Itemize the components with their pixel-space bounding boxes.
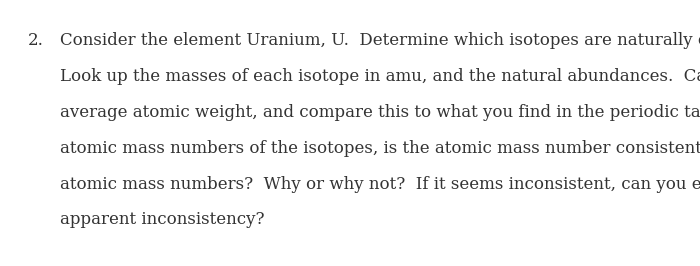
Text: 2.: 2.	[28, 32, 44, 49]
Text: atomic mass numbers of the isotopes, is the atomic mass number consistent with t: atomic mass numbers of the isotopes, is …	[60, 140, 700, 157]
Text: average atomic weight, and compare this to what you find in the periodic table. : average atomic weight, and compare this …	[60, 104, 700, 121]
Text: Look up the masses of each isotope in amu, and the natural abundances.  Calculat: Look up the masses of each isotope in am…	[60, 68, 700, 85]
Text: apparent inconsistency?: apparent inconsistency?	[60, 211, 264, 228]
Text: atomic mass numbers?  Why or why not?  If it seems inconsistent, can you explain: atomic mass numbers? Why or why not? If …	[60, 176, 700, 193]
Text: Consider the element Uranium, U.  Determine which isotopes are naturally occurri: Consider the element Uranium, U. Determi…	[60, 32, 700, 49]
